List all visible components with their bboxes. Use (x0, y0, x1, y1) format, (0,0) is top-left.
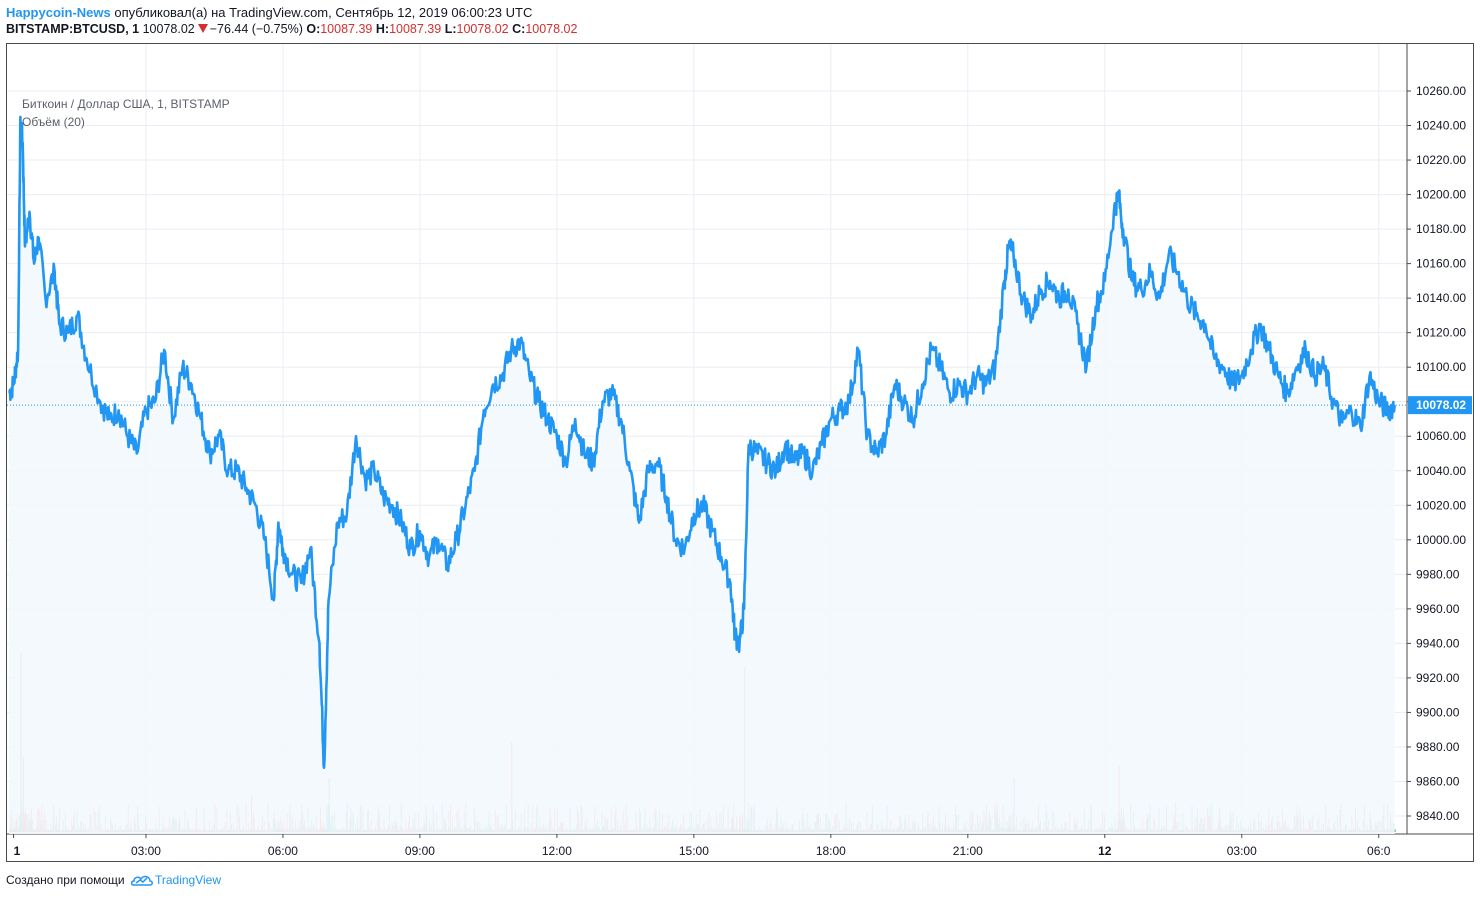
last-price-tag-label: 10078.02 (1416, 398, 1466, 412)
price-line (8, 115, 1396, 769)
y-tick-label: 9860.00 (1416, 774, 1460, 788)
y-tick-label: 10240.00 (1416, 119, 1466, 133)
y-tick-label: 10200.00 (1416, 188, 1466, 202)
y-tick-label: 10140.00 (1416, 291, 1466, 305)
x-tick-label: 18:00 (816, 844, 846, 858)
y-tick-label: 10000.00 (1416, 533, 1466, 547)
ohlc-bar: BITSTAMP:BTCUSD, 1 10078.02 −76.44 (−0.75… (6, 22, 577, 36)
open-label: O: (306, 22, 321, 36)
y-tick-label: 10180.00 (1416, 222, 1466, 236)
high-value: 10087.39 (389, 22, 442, 36)
x-tick-label: 03:00 (131, 844, 161, 858)
x-tick-label: 21:00 (953, 844, 983, 858)
low-label: L: (444, 22, 457, 36)
y-tick-label: 9920.00 (1416, 671, 1460, 685)
x-tick-label: 12:00 (542, 844, 572, 858)
tradingview-cloud-icon (130, 875, 153, 886)
instrument-legend[interactable]: Биткоин / Доллар США, 1, BITSTAMP (22, 97, 230, 111)
x-tick-label: 15:00 (679, 844, 709, 858)
y-tick-label: 9880.00 (1416, 740, 1460, 754)
y-tick-label: 10040.00 (1416, 464, 1466, 478)
y-tick-label: 9980.00 (1416, 567, 1460, 581)
y-tick-label: 10220.00 (1416, 153, 1466, 167)
created-with-text: Создано при помощи (6, 873, 125, 887)
tradingview-brand-link[interactable]: TradingView (154, 873, 222, 887)
volume-legend[interactable]: Объём (20) (22, 115, 85, 129)
high-label: H: (375, 22, 390, 36)
symbol-label[interactable]: BITSTAMP:BTCUSD, 1 (6, 22, 140, 36)
volume-bar (1394, 829, 1396, 832)
author-link[interactable]: Happycoin-News (6, 5, 111, 20)
last-price-value: 10078.02 (142, 22, 195, 36)
chart-header-published: Happycoin-News опубликовал(а) на Trading… (6, 5, 532, 20)
y-tick-label: 9840.00 (1416, 809, 1460, 823)
last-price-tag (1408, 396, 1472, 415)
x-tick-label: 09:00 (405, 844, 435, 858)
y-tick-label: 10160.00 (1416, 257, 1466, 271)
low-value: 10078.02 (456, 22, 509, 36)
close-value: 10078.02 (525, 22, 578, 36)
x-tick-label: 06:0 (1367, 844, 1391, 858)
published-text: опубликовал(а) на TradingView.com, Сентя… (110, 5, 533, 20)
x-tick-label: 03:00 (1227, 844, 1257, 858)
x-tick-label: 12 (1098, 844, 1112, 858)
y-tick-label: 9940.00 (1416, 636, 1460, 650)
y-tick-label: 10100.00 (1416, 360, 1466, 374)
close-label: C: (512, 22, 526, 36)
price-chart[interactable]: 9840.00 9860.00 9880.00 9900.00 9920.00 9940.… (7, 44, 1473, 861)
y-tick-label: 9960.00 (1416, 602, 1460, 616)
y-tick-label: 10020.00 (1416, 498, 1466, 512)
chart-frame[interactable]: 9840.00 9860.00 9880.00 9900.00 9920.00 9940.… (6, 43, 1474, 862)
x-tick-label: 06:00 (268, 844, 298, 858)
y-tick-label: 10060.00 (1416, 429, 1466, 443)
open-value: 10087.39 (320, 22, 373, 36)
price-area-fill (9, 116, 1395, 834)
y-tick-label: 9900.00 (1416, 705, 1460, 719)
change-value: −76.44 (−0.75%) (209, 22, 303, 36)
footer: Создано при помощи TradingView (6, 873, 221, 887)
x-tick-label: 1 (14, 844, 21, 858)
y-tick-label: 10120.00 (1416, 326, 1466, 340)
y-tick-label: 10260.00 (1416, 84, 1466, 98)
down-triangle-icon (197, 24, 208, 33)
